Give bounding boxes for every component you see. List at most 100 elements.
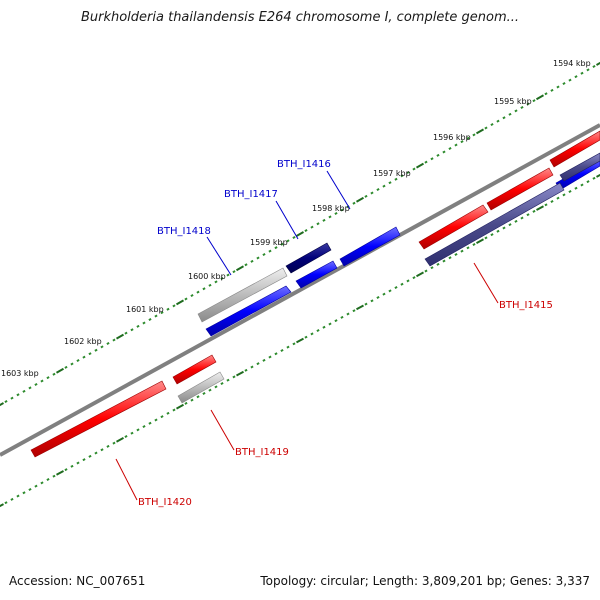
tick-inner-67: [400, 282, 404, 286]
gene-bth-i1417[interactable]: [295, 260, 338, 289]
tick-inner-8: [46, 478, 50, 481]
gene-arrow-bth-i1415[interactable]: [424, 182, 565, 267]
tick-inner-11: [64, 468, 68, 472]
tick-inner-66: [394, 286, 398, 290]
scale-label-1603: 1603 kbp: [1, 369, 39, 378]
tick-outer-85: [508, 112, 512, 116]
tick-inner-20: [116, 437, 124, 443]
gene-arrow-forward-a[interactable]: [339, 226, 401, 267]
tick-inner-53: [316, 329, 320, 333]
tick-inner-43: [256, 362, 260, 366]
gene-arrow-bth-i1416[interactable]: [285, 242, 332, 274]
gene-label-bth-i1417[interactable]: BTH_I1417: [224, 189, 278, 200]
tick-outer-92: [550, 88, 554, 92]
tick-inner-41: [244, 368, 248, 372]
gene-arrow-grey-forward[interactable]: [197, 267, 288, 323]
tick-inner-26: [154, 418, 158, 422]
tick-inner-94: [562, 193, 566, 197]
tick-outer-59: [352, 201, 356, 205]
tick-inner-33: [196, 395, 200, 399]
gene-bth-i1418[interactable]: [205, 285, 292, 337]
tick-outer-71: [424, 160, 428, 164]
tick-inner-10: [56, 470, 64, 476]
tick-inner-55: [328, 322, 332, 326]
gene-arrow-bth-i1419-grey[interactable]: [177, 371, 225, 404]
tick-inner-47: [280, 348, 284, 352]
tick-inner-73: [436, 262, 440, 266]
gene-bth-i1416[interactable]: [285, 242, 332, 274]
tick-outer-76: [454, 143, 458, 147]
tick-outer-39: [232, 270, 236, 274]
tick-inner-2: [10, 497, 14, 501]
gene-bth-i1419[interactable]: [172, 354, 225, 404]
tick-outer-69: [412, 167, 416, 171]
gene-arrow-bth-i1419-red[interactable]: [172, 354, 217, 385]
tick-outer-74: [442, 150, 446, 154]
tick-inner-98: [586, 180, 590, 184]
tick-outer-32: [190, 294, 194, 298]
tick-outer-20: [116, 333, 124, 340]
tick-inner-85: [508, 223, 512, 227]
tick-outer-54: [322, 218, 326, 222]
tick-inner-34: [202, 391, 206, 395]
tick-outer-97: [580, 71, 584, 75]
gene-arrow-bth-i1420[interactable]: [30, 380, 167, 458]
tick-inner-40: [236, 370, 244, 377]
gene-arrow-bth-i1418[interactable]: [205, 285, 292, 337]
gene-arrow-bth-i1415-tail[interactable]: [559, 152, 600, 182]
tick-outer-75: [448, 147, 452, 150]
gene-arrow-reverse-a[interactable]: [418, 204, 489, 250]
tick-inner-69: [412, 276, 416, 280]
tick-inner-65: [388, 289, 392, 293]
tick-inner-97: [580, 183, 584, 187]
tick-outer-91: [544, 92, 548, 96]
topology-text: Topology: circular; Length: 3,809,201 bp…: [260, 574, 590, 588]
tick-outer-8: [46, 376, 50, 380]
tick-inner-96: [574, 186, 578, 190]
tick-inner-59: [352, 309, 356, 313]
tick-inner-58: [346, 312, 350, 316]
tick-outer-29: [172, 304, 176, 308]
tick-inner-84: [502, 226, 506, 230]
gene-label-bth-i1415[interactable]: BTH_I1415: [499, 300, 553, 311]
tick-inner-89: [532, 209, 536, 213]
gene-label-bth-i1419[interactable]: BTH_I1419: [235, 447, 289, 458]
gene-label-bth-i1418[interactable]: BTH_I1418: [157, 226, 211, 237]
gene-arrow-reverse-c[interactable]: [549, 130, 600, 168]
tick-outer-31: [184, 297, 188, 301]
tick-inner-35: [208, 388, 212, 392]
tick-inner-22: [130, 431, 134, 435]
gene-reverse-upper[interactable]: [418, 130, 600, 250]
tick-outer-98: [586, 68, 590, 72]
tick-inner-19: [112, 441, 116, 445]
tick-inner-23: [136, 428, 140, 432]
tick-outer-72: [430, 157, 434, 161]
tick-inner-78: [466, 246, 470, 250]
gene-arrow-reverse-b[interactable]: [486, 167, 554, 211]
tick-inner-51: [304, 335, 308, 339]
tick-inner-57: [340, 315, 344, 319]
tick-inner-16: [94, 451, 98, 455]
tick-inner-45: [268, 355, 272, 359]
gene-arrow-bth-i1417[interactable]: [295, 260, 338, 289]
tick-outer-65: [388, 181, 392, 185]
tick-outer-79: [472, 133, 476, 137]
tick-outer-99: [592, 64, 596, 68]
tick-outer-35: [208, 283, 212, 287]
gene-grey-forward[interactable]: [197, 267, 288, 323]
leader-bth-i1420: [115, 458, 138, 501]
tick-outer-43: [256, 256, 260, 260]
tick-outer-50: [296, 231, 304, 237]
tick-outer-4: [22, 389, 26, 393]
tick-outer-5: [28, 386, 32, 390]
tick-outer-2: [10, 396, 14, 400]
gene-bth-i1415[interactable]: [424, 152, 600, 267]
tick-inner-71: [424, 269, 428, 273]
tick-outer-86: [514, 109, 518, 113]
tick-outer-96: [574, 75, 578, 79]
tick-outer-14: [82, 355, 86, 359]
gene-label-bth-i1420[interactable]: BTH_I1420: [138, 497, 192, 508]
gene-label-bth-i1416[interactable]: BTH_I1416: [277, 159, 331, 170]
gene-bth-i1420[interactable]: [30, 380, 167, 458]
